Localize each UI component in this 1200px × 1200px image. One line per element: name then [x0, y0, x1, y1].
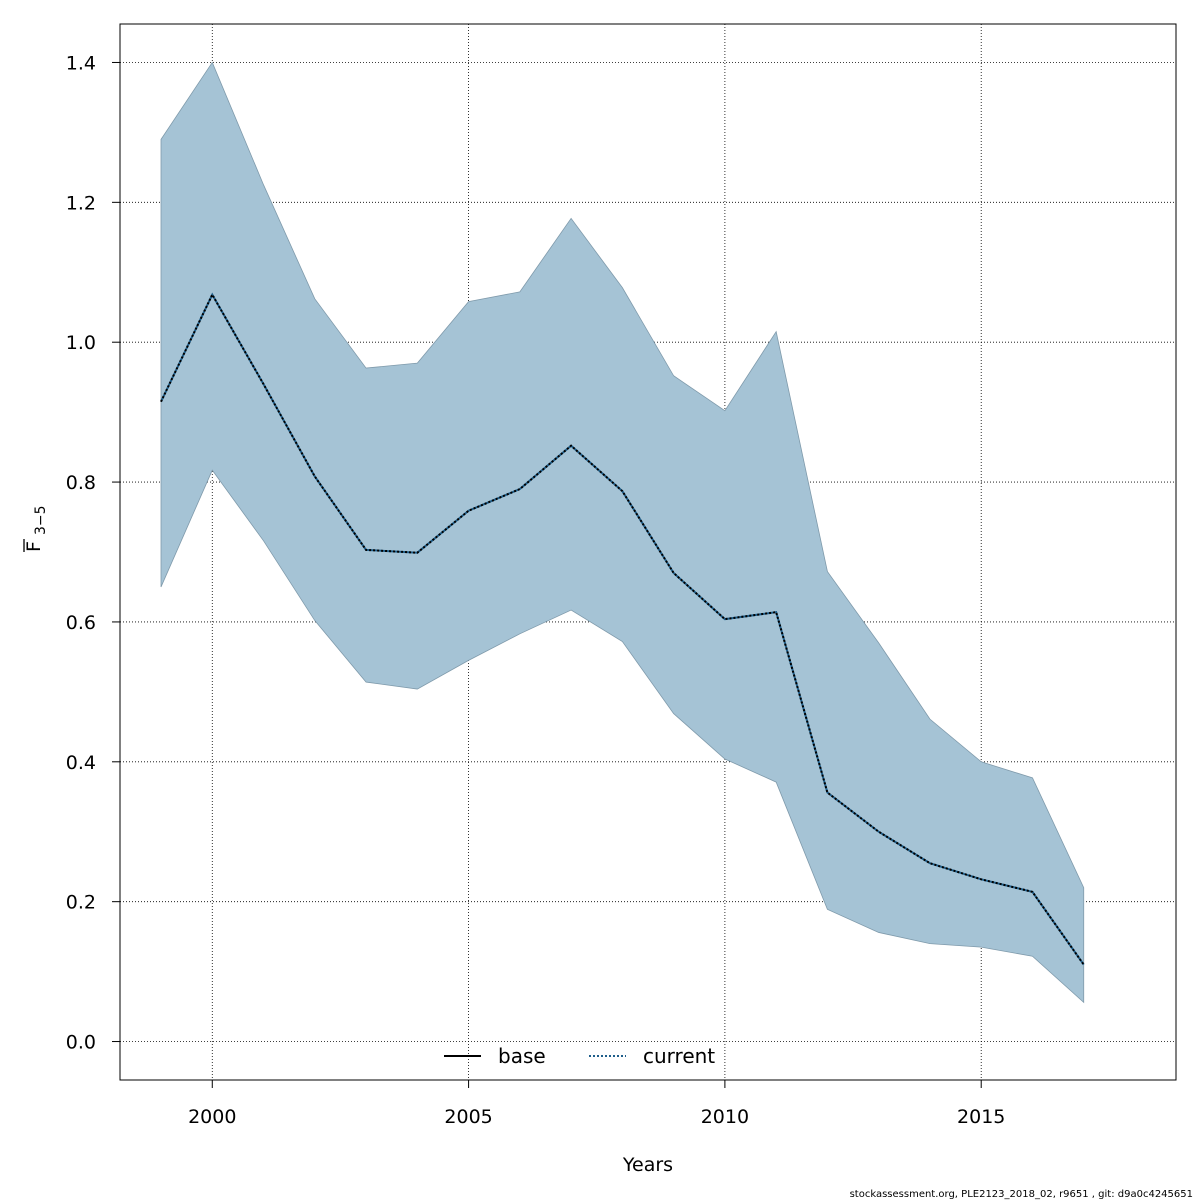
svg-text:F 3−5: F 3−5: [23, 505, 49, 552]
confidence-band-layer: [160, 61, 1085, 1004]
plot-frame: [119, 23, 1177, 1081]
y-tick-label: 0.6: [66, 612, 96, 634]
y-axis-title-main: F: [23, 541, 45, 552]
y-tick-label: 0.4: [66, 752, 96, 774]
legend: base current: [444, 1044, 715, 1068]
y-axis-title-subscript: 3−5: [33, 505, 49, 535]
y-tick-label: 1.4: [66, 52, 96, 74]
legend-label-current: current: [643, 1044, 715, 1068]
legend-item-current: current: [589, 1044, 715, 1068]
y-axis-title: F 3−5: [23, 505, 49, 552]
y-tick-label: 0.2: [66, 892, 96, 914]
y-tick-label: 1.0: [66, 332, 96, 354]
x-tick-label: 2000: [188, 1106, 236, 1128]
legend-item-base: base: [444, 1044, 546, 1068]
x-tick-label: 2010: [701, 1106, 749, 1128]
footer-attribution: stockassessment.org, PLE2123_2018_02, r9…: [850, 1189, 1193, 1200]
y-tick-label: 0.8: [66, 472, 96, 494]
y-tick-label: 0.0: [66, 1032, 96, 1054]
x-axis: 2000 2005 2010 2015: [188, 1080, 1005, 1128]
x-tick-label: 2005: [444, 1106, 492, 1128]
x-tick-label: 2015: [957, 1106, 1005, 1128]
series-line-layer: [160, 292, 1085, 966]
legend-label-base: base: [498, 1044, 546, 1068]
y-tick-label: 1.2: [66, 192, 96, 214]
series-line-current: [160, 292, 1085, 966]
y-axis: 0.0 0.2 0.4 0.6 0.8 1.0 1.2 1.4: [66, 52, 120, 1054]
confidence-band-current: [160, 61, 1085, 1004]
x-axis-title: Years: [622, 1154, 673, 1176]
